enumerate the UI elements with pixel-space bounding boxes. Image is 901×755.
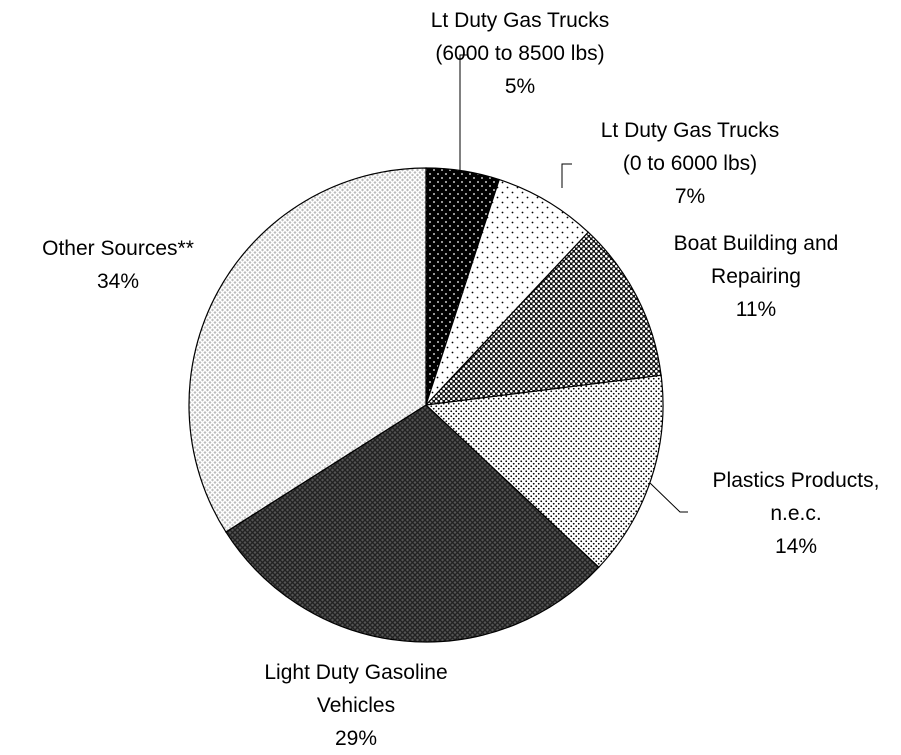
category-label: Light Duty Gasoline Vehicles: [264, 661, 448, 717]
category-label: Plastics Products, n.e.c.: [712, 469, 880, 525]
slice-label: Lt Duty Gas Trucks (0 to 6000 lbs) 7%: [600, 114, 780, 213]
leader-line: [649, 482, 688, 513]
category-label: Lt Duty Gas Trucks (6000 to 8500 lbs): [430, 9, 610, 65]
value-label: 29%: [334, 727, 378, 750]
value-label: 11%: [735, 298, 777, 321]
slice-label: Lt Duty Gas Trucks (6000 to 8500 lbs) 5%: [420, 4, 620, 103]
value-label: 14%: [774, 535, 818, 558]
pie-slice: [425, 178, 590, 406]
leader-line: [561, 163, 572, 188]
slice-label: Light Duty Gasoline Vehicles 29%: [246, 656, 466, 755]
pie-slice: [424, 231, 662, 406]
value-label: 34%: [96, 270, 140, 293]
pie-slice: [225, 404, 600, 643]
slice-label: Other Sources** 34%: [3, 232, 233, 298]
leader-line: [459, 54, 468, 172]
category-label: Other Sources**: [42, 237, 194, 260]
pie-slice: [424, 374, 664, 569]
leader-lines: [459, 54, 688, 513]
category-label: Boat Building and Repairing: [673, 232, 839, 288]
slice-label: Plastics Products, n.e.c. 14%: [701, 464, 891, 563]
value-label: 7%: [674, 185, 706, 208]
value-label: 5%: [504, 75, 536, 98]
slice-label: Boat Building and Repairing 11%: [656, 227, 856, 326]
pie: [188, 167, 664, 643]
category-label: Lt Duty Gas Trucks (0 to 6000 lbs): [600, 119, 780, 175]
pie-slice: [188, 167, 427, 533]
